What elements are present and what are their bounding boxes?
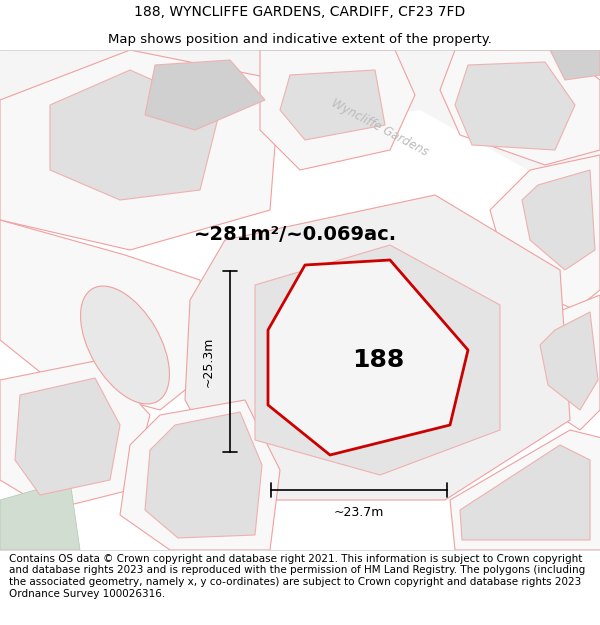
- Polygon shape: [15, 378, 120, 495]
- Polygon shape: [460, 445, 590, 540]
- Text: ~25.3m: ~25.3m: [202, 336, 215, 387]
- Polygon shape: [525, 295, 600, 430]
- Polygon shape: [185, 195, 570, 500]
- Polygon shape: [255, 245, 500, 475]
- Polygon shape: [260, 50, 415, 170]
- Polygon shape: [50, 70, 220, 200]
- Polygon shape: [440, 50, 600, 165]
- Polygon shape: [0, 220, 210, 410]
- Polygon shape: [145, 412, 262, 538]
- Text: ~281m²/~0.069ac.: ~281m²/~0.069ac.: [193, 226, 397, 244]
- Text: ~23.7m: ~23.7m: [334, 506, 384, 519]
- Ellipse shape: [80, 286, 169, 404]
- Text: Wyncliffe Gardens: Wyncliffe Gardens: [329, 97, 431, 159]
- Polygon shape: [0, 480, 80, 550]
- Polygon shape: [145, 60, 265, 130]
- Polygon shape: [455, 62, 575, 150]
- Polygon shape: [490, 155, 600, 310]
- Polygon shape: [0, 360, 150, 510]
- Text: Map shows position and indicative extent of the property.: Map shows position and indicative extent…: [108, 34, 492, 46]
- Polygon shape: [0, 50, 280, 250]
- Text: 188, WYNCLIFFE GARDENS, CARDIFF, CF23 7FD: 188, WYNCLIFFE GARDENS, CARDIFF, CF23 7F…: [134, 6, 466, 19]
- Polygon shape: [550, 50, 600, 80]
- Polygon shape: [120, 400, 280, 550]
- Polygon shape: [540, 312, 598, 410]
- Text: Contains OS data © Crown copyright and database right 2021. This information is : Contains OS data © Crown copyright and d…: [9, 554, 585, 599]
- Polygon shape: [522, 170, 595, 270]
- Polygon shape: [268, 260, 468, 455]
- Polygon shape: [450, 430, 600, 550]
- Text: 188: 188: [352, 348, 404, 372]
- Polygon shape: [0, 50, 600, 210]
- Polygon shape: [280, 70, 385, 140]
